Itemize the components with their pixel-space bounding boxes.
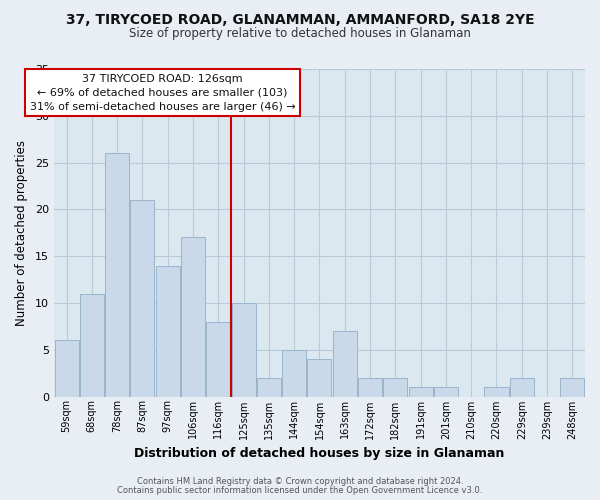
Bar [55,340,79,396]
Bar [156,266,180,396]
Bar [130,200,154,396]
Bar [181,238,205,396]
Text: 37, TIRYCOED ROAD, GLANAMMAN, AMMANFORD, SA18 2YE: 37, TIRYCOED ROAD, GLANAMMAN, AMMANFORD,… [65,12,535,26]
Bar [510,378,534,396]
Bar [383,378,407,396]
Bar [333,331,357,396]
Bar [282,350,306,397]
Bar [307,359,331,397]
Bar [257,378,281,396]
Bar [409,387,433,396]
Bar [105,153,129,396]
Text: Contains public sector information licensed under the Open Government Licence v3: Contains public sector information licen… [118,486,482,495]
Bar [206,322,230,396]
Y-axis label: Number of detached properties: Number of detached properties [15,140,28,326]
X-axis label: Distribution of detached houses by size in Glanaman: Distribution of detached houses by size … [134,447,505,460]
Bar [232,303,256,396]
Text: Contains HM Land Registry data © Crown copyright and database right 2024.: Contains HM Land Registry data © Crown c… [137,477,463,486]
Bar [358,378,382,396]
Text: Size of property relative to detached houses in Glanaman: Size of property relative to detached ho… [129,28,471,40]
Text: 37 TIRYCOED ROAD: 126sqm
← 69% of detached houses are smaller (103)
31% of semi-: 37 TIRYCOED ROAD: 126sqm ← 69% of detach… [30,74,296,112]
Bar [484,387,509,396]
Bar [560,378,584,396]
Bar [80,294,104,397]
Bar [434,387,458,396]
